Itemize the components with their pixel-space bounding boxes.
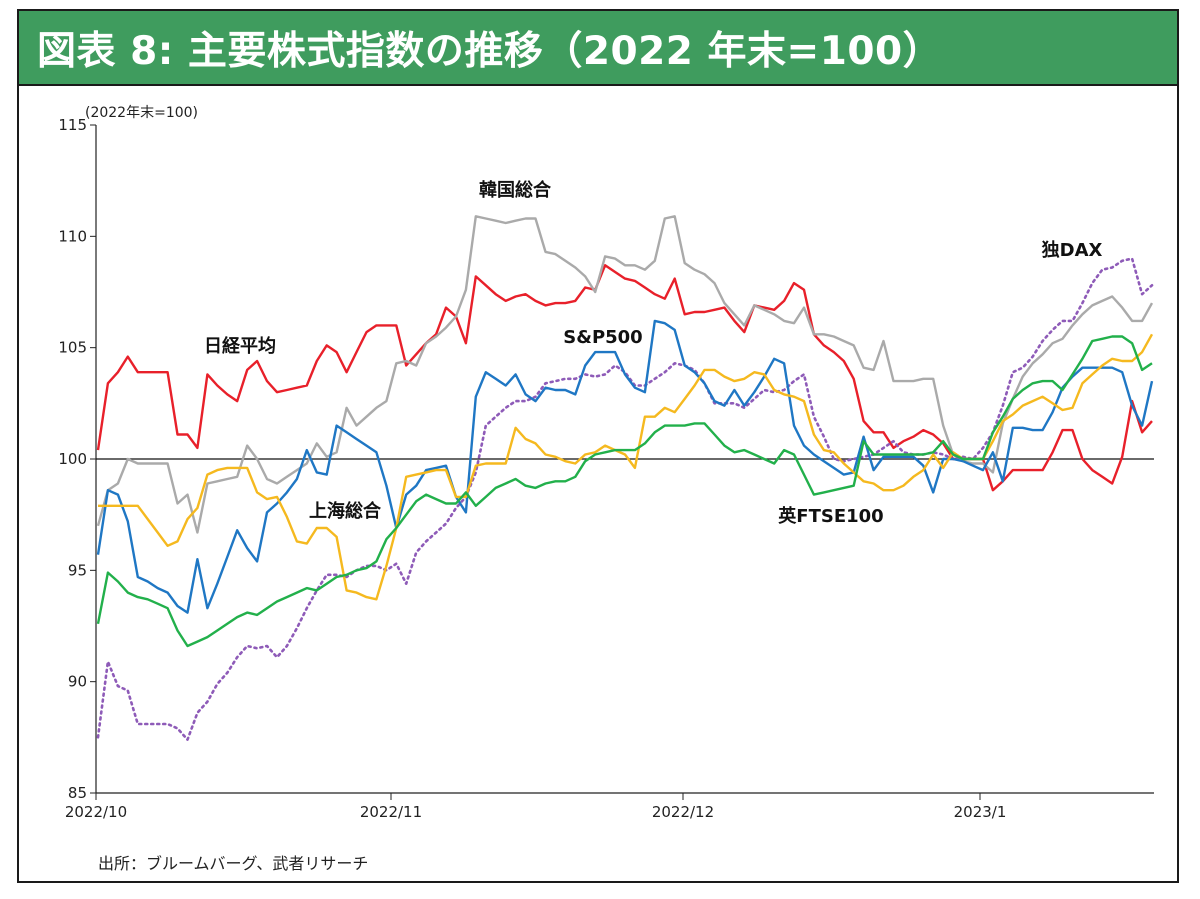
series-annotation: 日経平均 (204, 335, 276, 357)
series-line-2 (96, 257, 1154, 741)
x-tick-label: 2022/10 (65, 803, 127, 821)
figure-title: 図表 8: 主要株式指数の推移（2022 年末=100） (37, 28, 943, 74)
series-line-5 (96, 335, 1153, 648)
y-tick-label: 105 (58, 339, 87, 357)
series-annotation: 上海総合 (309, 500, 382, 522)
y-tick-label: 95 (68, 561, 87, 579)
y-tick-label: 115 (58, 116, 87, 134)
series-annotation: 韓国総合 (479, 179, 552, 201)
y-tick-label: 90 (68, 673, 87, 691)
series-annotation: S&P500 (563, 327, 642, 348)
title-bar: 図表 8: 主要株式指数の推移（2022 年末=100） (19, 11, 1177, 86)
series-annotation: 英FTSE100 (777, 505, 883, 527)
y-unit-label: (2022年末=100) (85, 105, 198, 121)
series-annotation: 独DAX (1042, 239, 1103, 261)
y-tick-label: 100 (58, 450, 87, 468)
source-note: 出所：ブルームバーグ、武者リサーチ (98, 854, 369, 873)
series-line-3 (96, 319, 1154, 614)
x-tick-label: 2022/12 (652, 803, 714, 821)
y-tick-label: 110 (58, 227, 87, 245)
series-line-1 (96, 215, 1154, 534)
y-tick-label: 85 (68, 784, 87, 802)
x-tick-label: 2022/11 (360, 803, 422, 821)
x-tick-label: 2023/1 (954, 803, 1007, 821)
